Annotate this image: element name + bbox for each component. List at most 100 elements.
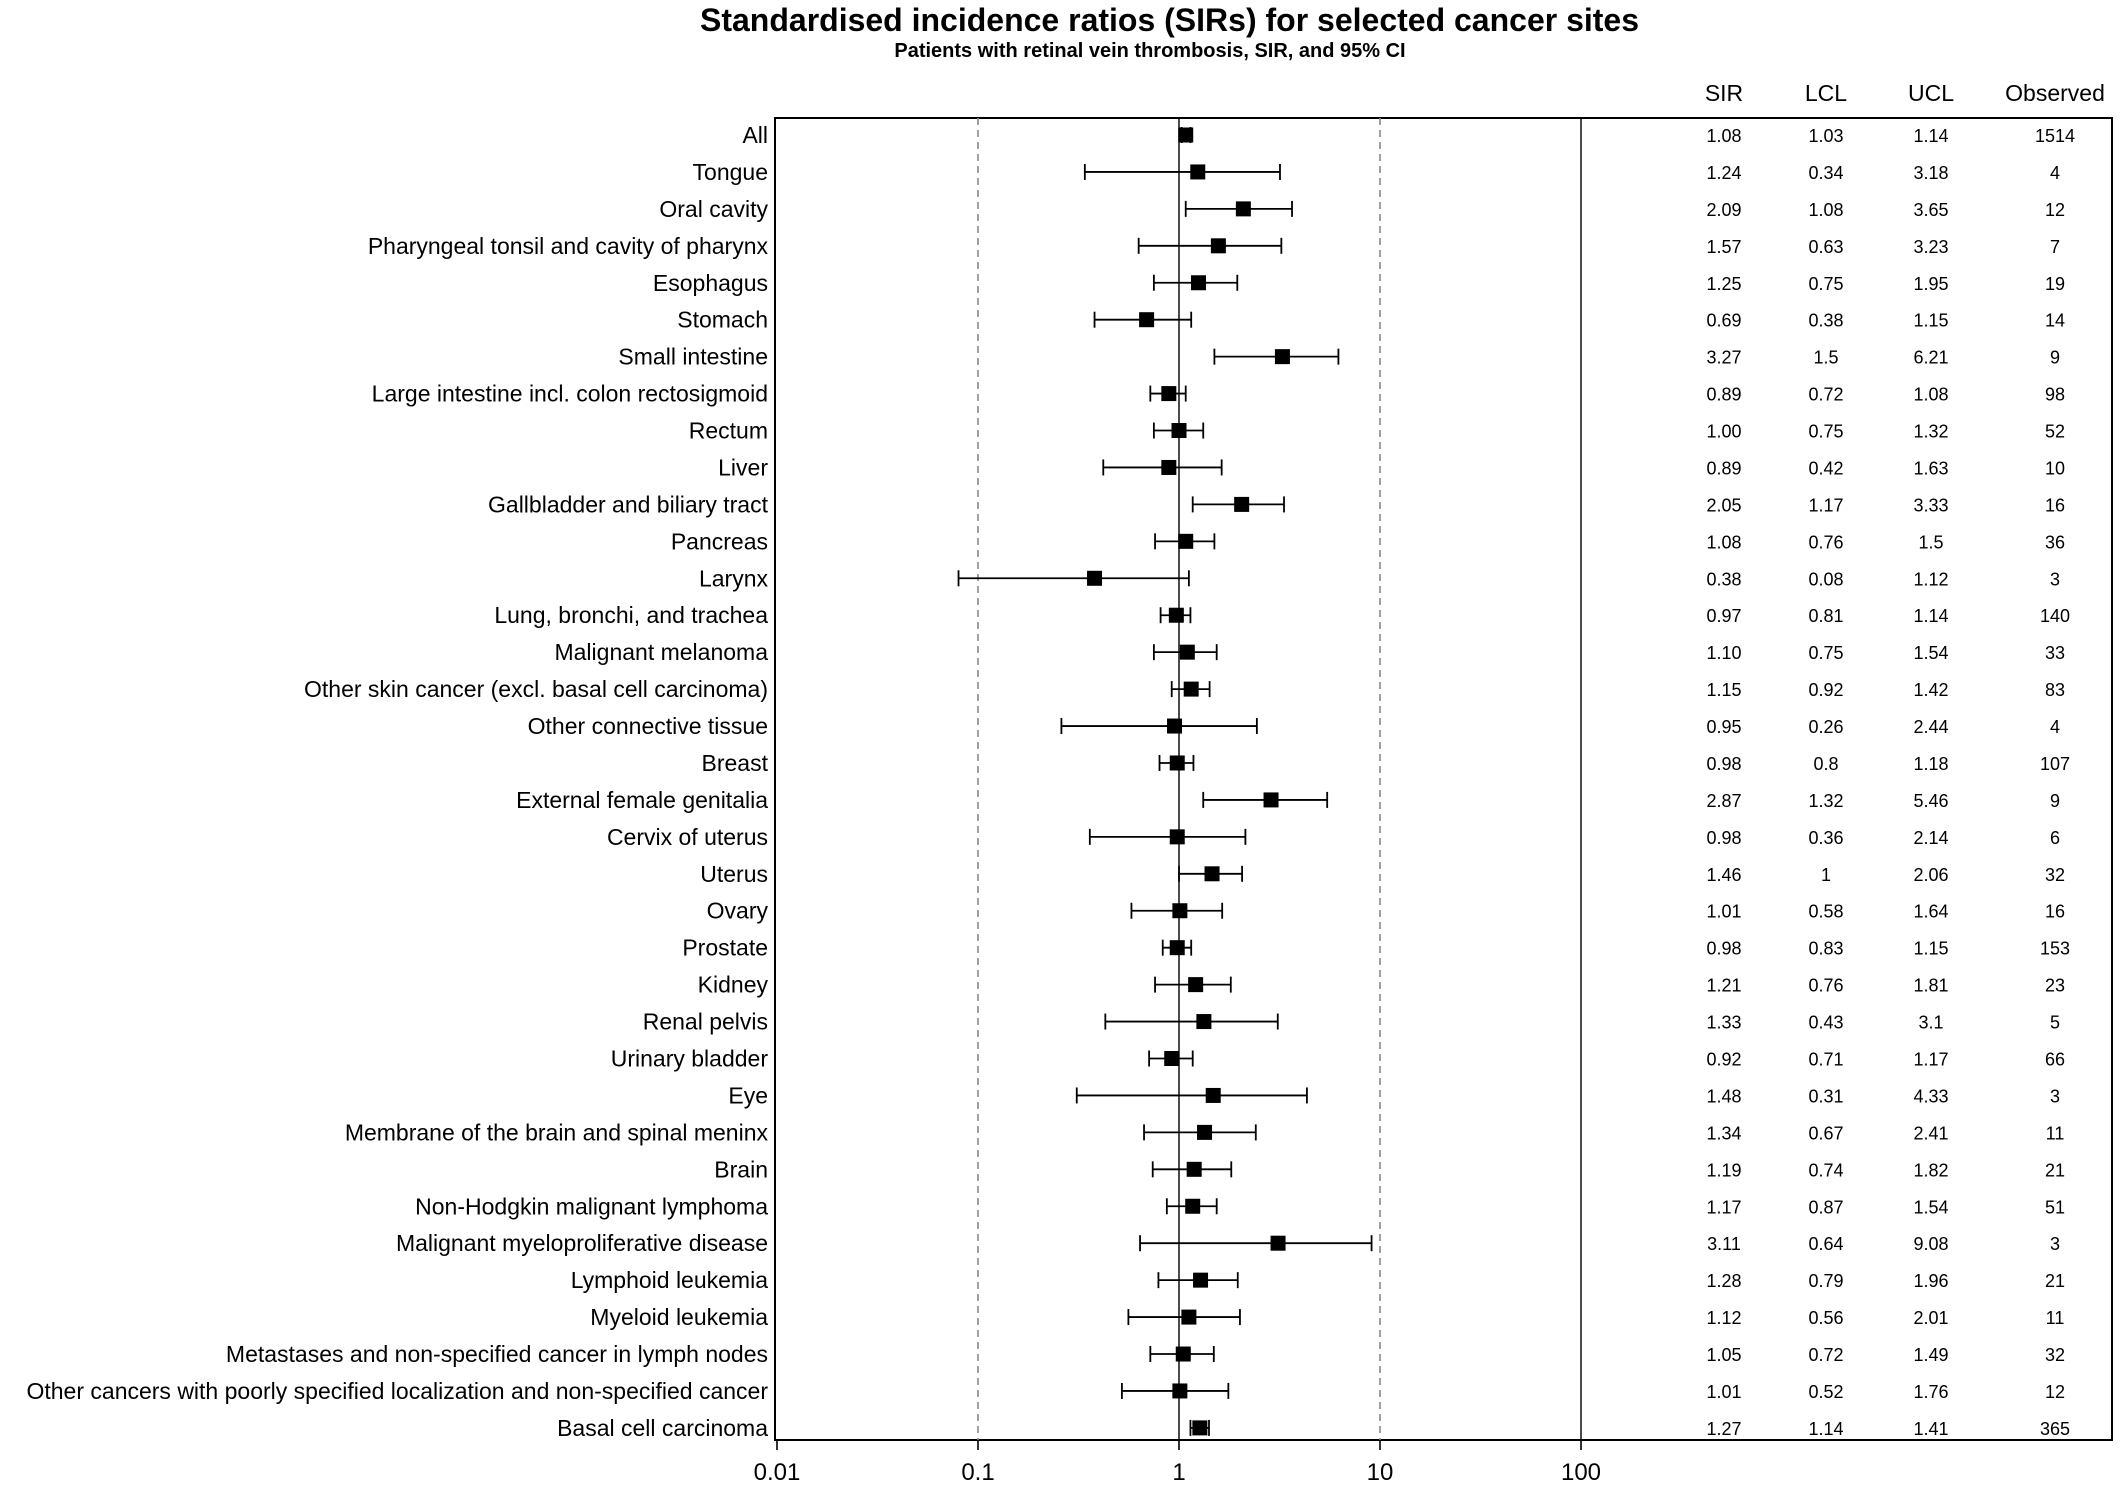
observed-value: 36: [2045, 532, 2065, 552]
site-label: Malignant myeloproliferative disease: [396, 1230, 768, 1256]
observed-value: 4: [2050, 717, 2060, 737]
forest-row: Cervix of uterus 0.98 0.36 2.14 6: [607, 824, 2060, 850]
forest-row: Esophagus 1.25 0.75 1.95 19: [653, 270, 2065, 296]
forest-row: Prostate 0.98 0.83 1.15 153: [682, 935, 2070, 961]
lcl-value: 1.32: [1808, 791, 1843, 811]
x-tick-label: 1: [1172, 1459, 1185, 1486]
sir-point: [1087, 570, 1103, 586]
site-label: Lung, bronchi, and trachea: [494, 602, 768, 628]
forest-row: Other cancers with poorly specified loca…: [26, 1378, 2065, 1404]
forest-row: Large intestine incl. colon rectosigmoid…: [372, 381, 2065, 407]
observed-value: 16: [2045, 902, 2065, 922]
observed-value: 52: [2045, 422, 2065, 442]
observed-value: 1514: [2035, 126, 2075, 146]
x-tick-label: 0.1: [961, 1459, 994, 1486]
ucl-value: 1.54: [1913, 1197, 1948, 1217]
observed-value: 365: [2040, 1419, 2070, 1439]
ucl-value: 4.33: [1913, 1086, 1948, 1106]
site-label: Basal cell carcinoma: [557, 1415, 768, 1441]
ucl-value: 3.18: [1913, 163, 1948, 183]
lcl-value: 0.87: [1808, 1197, 1843, 1217]
ucl-value: 2.14: [1913, 828, 1948, 848]
site-label: Esophagus: [653, 270, 768, 296]
forest-row: Stomach 0.69 0.38 1.15 14: [677, 307, 2065, 333]
sir-point: [1210, 238, 1226, 254]
lcl-value: 0.76: [1808, 976, 1843, 996]
ucl-value: 3.23: [1913, 237, 1948, 257]
sir-value: 1.33: [1706, 1013, 1741, 1033]
ucl-value: 1.08: [1913, 385, 1948, 405]
sir-point: [1192, 1420, 1208, 1436]
sir-point: [1179, 644, 1195, 660]
forest-row: Basal cell carcinoma 1.27 1.14 1.41 365: [557, 1415, 2070, 1441]
ucl-value: 1.17: [1913, 1050, 1948, 1070]
observed-value: 4: [2050, 163, 2060, 183]
lcl-value: 1.17: [1808, 495, 1843, 515]
plot-border: [774, 117, 2113, 1441]
site-label: Breast: [702, 750, 769, 776]
ucl-value: 1.15: [1913, 939, 1948, 959]
sir-value: 1.48: [1706, 1086, 1741, 1106]
lcl-value: 0.52: [1808, 1382, 1843, 1402]
site-label: Gallbladder and biliary tract: [488, 491, 769, 517]
ucl-value: 1.32: [1913, 422, 1948, 442]
ucl-value: 1.81: [1913, 976, 1948, 996]
ucl-value: 1.63: [1913, 458, 1948, 478]
lcl-value: 0.26: [1808, 717, 1843, 737]
sir-value: 1.17: [1706, 1197, 1741, 1217]
lcl-value: 1.5: [1813, 348, 1838, 368]
site-label: Other connective tissue: [528, 713, 768, 739]
sir-point: [1169, 755, 1185, 771]
sir-point: [1197, 1124, 1213, 1140]
site-label: Tongue: [693, 159, 768, 185]
forest-row: Pancreas 1.08 0.76 1.5 36: [671, 528, 2065, 554]
sir-point: [1193, 1272, 1209, 1288]
lcl-value: 0.36: [1808, 828, 1843, 848]
forest-row: Oral cavity 2.09 1.08 3.65 12: [659, 196, 2065, 222]
site-label: Larynx: [699, 565, 769, 591]
site-label: Ovary: [707, 898, 769, 924]
site-label: Metastases and non-specified cancer in l…: [226, 1341, 768, 1367]
ucl-value: 1.42: [1913, 680, 1948, 700]
sir-point: [1234, 496, 1250, 512]
lcl-value: 0.08: [1808, 569, 1843, 589]
ucl-value: 1.5: [1918, 532, 1943, 552]
sir-point: [1169, 940, 1185, 956]
sir-point: [1172, 903, 1188, 919]
ucl-value: 1.64: [1913, 902, 1948, 922]
sir-value: 2.05: [1706, 495, 1741, 515]
forest-row: Larynx 0.38 0.08 1.12 3: [699, 565, 2060, 591]
observed-value: 12: [2045, 200, 2065, 220]
column-header: LCL: [1805, 80, 1847, 106]
ucl-value: 1.18: [1913, 754, 1948, 774]
sir-point: [1270, 1235, 1286, 1251]
site-label: Other cancers with poorly specified loca…: [26, 1378, 768, 1404]
lcl-value: 0.67: [1808, 1123, 1843, 1143]
sir-value: 1.34: [1706, 1123, 1741, 1143]
lcl-value: 1: [1821, 865, 1831, 885]
ucl-value: 1.15: [1913, 311, 1948, 331]
lcl-value: 0.64: [1808, 1234, 1843, 1254]
sir-value: 1.01: [1706, 902, 1741, 922]
site-label: Rectum: [689, 418, 768, 444]
site-label: Kidney: [698, 972, 769, 998]
sir-value: 1.46: [1706, 865, 1741, 885]
lcl-value: 0.72: [1808, 385, 1843, 405]
sir-point: [1167, 718, 1183, 734]
forest-row: Urinary bladder 0.92 0.71 1.17 66: [611, 1046, 2065, 1072]
forest-row: Ovary 1.01 0.58 1.64 16: [707, 898, 2065, 924]
observed-value: 3: [2050, 1086, 2060, 1106]
sir-value: 1.08: [1706, 532, 1741, 552]
observed-value: 21: [2045, 1160, 2065, 1180]
observed-value: 9: [2050, 348, 2060, 368]
sir-value: 1.25: [1706, 274, 1741, 294]
column-header: Observed: [2005, 80, 2105, 106]
lcl-value: 0.72: [1808, 1345, 1843, 1365]
observed-value: 153: [2040, 939, 2070, 959]
sir-point: [1181, 1309, 1197, 1325]
sir-value: 1.19: [1706, 1160, 1741, 1180]
sir-point: [1164, 1051, 1180, 1066]
lcl-value: 0.8: [1813, 754, 1838, 774]
forest-row: Eye 1.48 0.31 4.33 3: [728, 1082, 2060, 1108]
